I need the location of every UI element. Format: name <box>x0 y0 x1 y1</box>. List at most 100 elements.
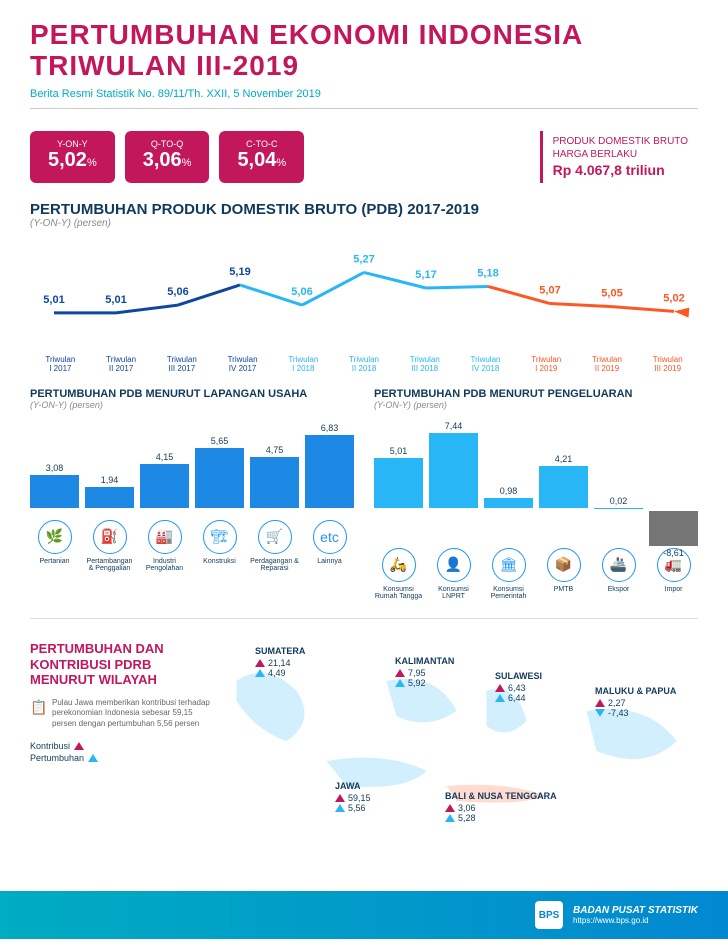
triangle-up-pink-icon <box>255 659 265 667</box>
left-icon-row: 🌿Pertanian⛽Pertambangan & Penggalian🏭Ind… <box>30 520 354 573</box>
bar-item: 1,94 <box>85 475 134 508</box>
left-bar-chart: 3,081,944,155,654,756,83 <box>30 418 354 508</box>
category-icon-item: 🏛Konsumsi Pemerintah <box>484 548 533 601</box>
category-label: Perdagangan & Reparasi <box>250 558 299 573</box>
region-name: SUMATERA <box>255 646 305 656</box>
region-name: SULAWESI <box>495 671 542 681</box>
triangle-up-pink-icon <box>495 684 505 692</box>
triangle-up-blue-icon <box>88 754 98 762</box>
bar-value: -8,61 <box>663 548 684 558</box>
bar <box>250 457 299 508</box>
category-icon-item: 🛒 Perdagangan & Reparasi <box>250 520 299 573</box>
svg-text:5,02: 5,02 <box>663 292 684 304</box>
bar <box>195 448 244 508</box>
category-icon-item: 🚢Ekspor <box>594 548 643 601</box>
category-label: Konsumsi Rumah Tangga <box>374 586 423 601</box>
bar-item: 4,21 <box>539 454 588 508</box>
stat-pill: C-TO-C5,04% <box>219 131 304 183</box>
category-icon-item: 🏭 Industri Pengolahan <box>140 520 189 573</box>
triangle-up-pink-icon <box>445 804 455 812</box>
gdp-box: PRODUK DOMESTIK BRUTOHARGA BERLAKURp 4.0… <box>540 131 698 183</box>
bar <box>305 435 354 508</box>
category-icon: 📦 <box>547 548 581 582</box>
map-description: Pulau Jawa memberikan kontribusi terhada… <box>30 698 210 729</box>
region-name: JAWA <box>335 781 371 791</box>
bar <box>85 487 134 508</box>
category-icon-item: 🏗 Konstruksi <box>195 520 244 573</box>
bps-logo-icon: BPS <box>535 901 563 929</box>
right-bar-section: PERTUMBUHAN PDB MENURUT PENGELUARAN (Y-O… <box>374 388 698 601</box>
svg-text:5,05: 5,05 <box>601 287 622 299</box>
stat-value: 3,06 <box>143 149 182 171</box>
category-label: Industri Pengolahan <box>140 558 189 573</box>
category-label: PMTB <box>539 586 588 594</box>
line-chart-xlabels: TriwulanI 2017TriwulanII 2017TriwulanIII… <box>0 355 728 373</box>
region-kontribusi: 6,43 <box>495 683 542 693</box>
bar-value: 7,44 <box>445 421 463 431</box>
gdp-value: Rp 4.067,8 triliun <box>553 162 665 178</box>
map-section: PERTUMBUHAN DAN KONTRIBUSI PDRB MENURUT … <box>0 631 728 891</box>
bar-negative <box>649 511 698 545</box>
category-icon-item: etcLainnya <box>305 520 354 573</box>
xlabel: TriwulanII 2017 <box>91 355 152 373</box>
category-icon: 🛒 <box>258 520 292 554</box>
category-label: Ekspor <box>594 586 643 594</box>
xlabel: TriwulanIII 2018 <box>394 355 455 373</box>
region-kontribusi: 59,15 <box>335 793 371 803</box>
triangle-up-icon <box>255 669 265 677</box>
category-icon: 🏭 <box>148 520 182 554</box>
right-bar-chart: 5,017,440,984,210,02-8,61 <box>374 418 698 508</box>
xlabel: TriwulanI 2018 <box>273 355 334 373</box>
right-icon-row: 🛵Konsumsi Rumah Tangga👤Konsumsi LNPRT🏛Ko… <box>374 548 698 601</box>
category-label: Konstruksi <box>195 558 244 566</box>
category-label: Impor <box>649 586 698 594</box>
region-name: BALI & NUSA TENGGARA <box>445 791 557 801</box>
legend-pertumbuhan: Pertumbuhan <box>30 753 210 763</box>
stat-pill: Y-ON-Y5,02% <box>30 131 115 183</box>
xlabel: TriwulanI 2017 <box>30 355 91 373</box>
category-icon-item: 🛵 Konsumsi Rumah Tangga <box>374 548 423 601</box>
stat-value: 5,04 <box>237 149 276 171</box>
triangle-up-pink-icon <box>335 794 345 802</box>
left-bar-subtitle: (Y-ON-Y) (persen) <box>30 400 354 410</box>
bar <box>374 458 423 508</box>
bar-value: 4,21 <box>555 454 573 464</box>
xlabel: TriwulanIII 2017 <box>151 355 212 373</box>
category-label: Pertambangan & Penggalian <box>85 558 134 573</box>
xlabel: TriwulanIV 2017 <box>212 355 273 373</box>
stat-pct: % <box>87 157 97 169</box>
bar-item: 3,08 <box>30 463 79 508</box>
bar-item: 7,44 <box>429 421 478 507</box>
region-pertumbuhan: -7,43 <box>595 708 676 718</box>
bar <box>140 464 189 508</box>
map-text-column: PERTUMBUHAN DAN KONTRIBUSI PDRB MENURUT … <box>30 641 210 871</box>
triangle-up-icon <box>495 694 505 702</box>
region-name: MALUKU & PAPUA <box>595 686 676 696</box>
svg-text:5,19: 5,19 <box>229 266 250 278</box>
region-kontribusi: 3,06 <box>445 803 557 813</box>
category-icon: 🏗 <box>203 520 237 554</box>
stat-label: C-TO-C <box>237 139 286 149</box>
category-icon: 🛵 <box>382 548 416 582</box>
svg-text:5,18: 5,18 <box>477 267 498 279</box>
region-pertumbuhan: 4,49 <box>255 668 305 678</box>
region-label: BALI & NUSA TENGGARA 3,06 5,28 <box>445 791 557 823</box>
region-pertumbuhan: 5,28 <box>445 813 557 823</box>
bar-item: 4,15 <box>140 452 189 508</box>
region-pertumbuhan: 5,92 <box>395 678 454 688</box>
right-bar-subtitle: (Y-ON-Y) (persen) <box>374 400 698 410</box>
category-icon: 👤 <box>437 548 471 582</box>
bar-value: 4,75 <box>266 445 284 455</box>
line-chart-title: PERTUMBUHAN PRODUK DOMESTIK BRUTO (PDB) … <box>0 195 728 218</box>
stat-pct: % <box>276 157 286 169</box>
region-kontribusi: 21,14 <box>255 658 305 668</box>
region-kontribusi: 7,95 <box>395 668 454 678</box>
header: PERTUMBUHAN EKONOMI INDONESIA TRIWULAN I… <box>0 0 728 119</box>
region-kontribusi: 2,27 <box>595 698 676 708</box>
divider <box>30 618 698 619</box>
legend-kontribusi: Kontribusi <box>30 741 210 751</box>
region-pertumbuhan: 5,56 <box>335 803 371 813</box>
map-canvas: SUMATERA 21,14 4,49KALIMANTAN 7,95 5,92S… <box>225 641 698 871</box>
line-chart: 5,015,015,065,195,065,275,175,185,075,05… <box>30 235 698 355</box>
svg-text:5,01: 5,01 <box>43 294 64 306</box>
